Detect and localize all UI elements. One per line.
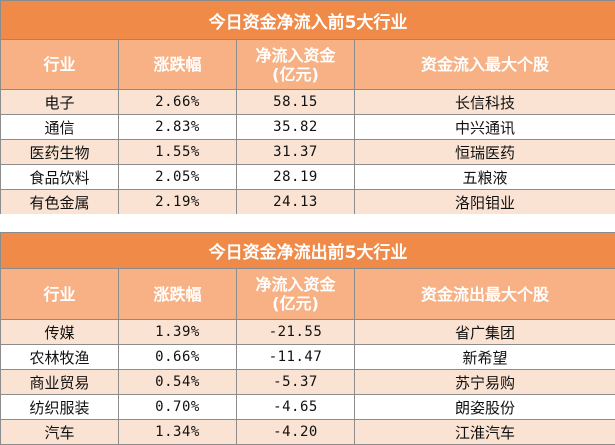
- outflow-stock-cell: 朗姿股份: [355, 395, 615, 420]
- outflow-flow-cell: -4.65: [237, 395, 355, 420]
- outflow-industry-cell: 商业贸易: [1, 370, 119, 395]
- outflow-industry-cell: 传媒: [1, 320, 119, 345]
- inflow-table-title: 今日资金净流入前5大行业: [1, 1, 615, 40]
- outflow-header-flow: 净流入资金 (亿元): [237, 269, 355, 320]
- inflow-change-cell: 2.66%: [119, 90, 237, 115]
- table-gap: [0, 214, 615, 232]
- inflow-industry-cell: 食品饮料: [1, 165, 119, 190]
- inflow-industry-cell: 通信: [1, 115, 119, 140]
- inflow-industry-cell: 医药生物: [1, 140, 119, 165]
- inflow-stock-cell: 五粮液: [355, 165, 615, 190]
- inflow-flow-cell: 28.19: [237, 165, 355, 190]
- inflow-header-industry: 行业: [1, 40, 119, 90]
- outflow-change-cell: 0.66%: [119, 345, 237, 370]
- inflow-flow-cell: 35.82: [237, 115, 355, 140]
- outflow-header-stock: 资金流出最大个股: [355, 269, 615, 320]
- inflow-change-cell: 2.83%: [119, 115, 237, 140]
- inflow-table: 今日资金净流入前5大行业 行业 涨跌幅 净流入资金 (亿元) 资金流入最大个股 …: [0, 0, 615, 215]
- outflow-stock-cell: 省广集团: [355, 320, 615, 345]
- outflow-flow-cell: -4.20: [237, 420, 355, 445]
- inflow-change-cell: 2.05%: [119, 165, 237, 190]
- outflow-header-industry: 行业: [1, 269, 119, 320]
- inflow-stock-cell: 恒瑞医药: [355, 140, 615, 165]
- inflow-industry-cell: 电子: [1, 90, 119, 115]
- outflow-industry-cell: 纺织服装: [1, 395, 119, 420]
- outflow-flow-cell: -11.47: [237, 345, 355, 370]
- inflow-stock-cell: 中兴通讯: [355, 115, 615, 140]
- outflow-table: 今日资金净流出前5大行业 行业 涨跌幅 净流入资金 (亿元) 资金流出最大个股 …: [0, 232, 615, 445]
- outflow-stock-cell: 江淮汽车: [355, 420, 615, 445]
- inflow-header-change: 涨跌幅: [119, 40, 237, 90]
- inflow-stock-cell: 洛阳钼业: [355, 190, 615, 215]
- outflow-header-change: 涨跌幅: [119, 269, 237, 320]
- outflow-industry-cell: 汽车: [1, 420, 119, 445]
- inflow-header-stock: 资金流入最大个股: [355, 40, 615, 90]
- outflow-change-cell: 0.54%: [119, 370, 237, 395]
- inflow-change-cell: 2.19%: [119, 190, 237, 215]
- outflow-change-cell: 1.34%: [119, 420, 237, 445]
- inflow-flow-cell: 24.13: [237, 190, 355, 215]
- outflow-flow-cell: -5.37: [237, 370, 355, 395]
- outflow-stock-cell: 苏宁易购: [355, 370, 615, 395]
- inflow-change-cell: 1.55%: [119, 140, 237, 165]
- outflow-flow-cell: -21.55: [237, 320, 355, 345]
- outflow-table-title: 今日资金净流出前5大行业: [1, 233, 615, 269]
- outflow-change-cell: 0.70%: [119, 395, 237, 420]
- outflow-industry-cell: 农林牧渔: [1, 345, 119, 370]
- inflow-header-flow: 净流入资金 (亿元): [237, 40, 355, 90]
- inflow-industry-cell: 有色金属: [1, 190, 119, 215]
- inflow-stock-cell: 长信科技: [355, 90, 615, 115]
- inflow-flow-cell: 31.37: [237, 140, 355, 165]
- inflow-flow-cell: 58.15: [237, 90, 355, 115]
- outflow-change-cell: 1.39%: [119, 320, 237, 345]
- outflow-stock-cell: 新希望: [355, 345, 615, 370]
